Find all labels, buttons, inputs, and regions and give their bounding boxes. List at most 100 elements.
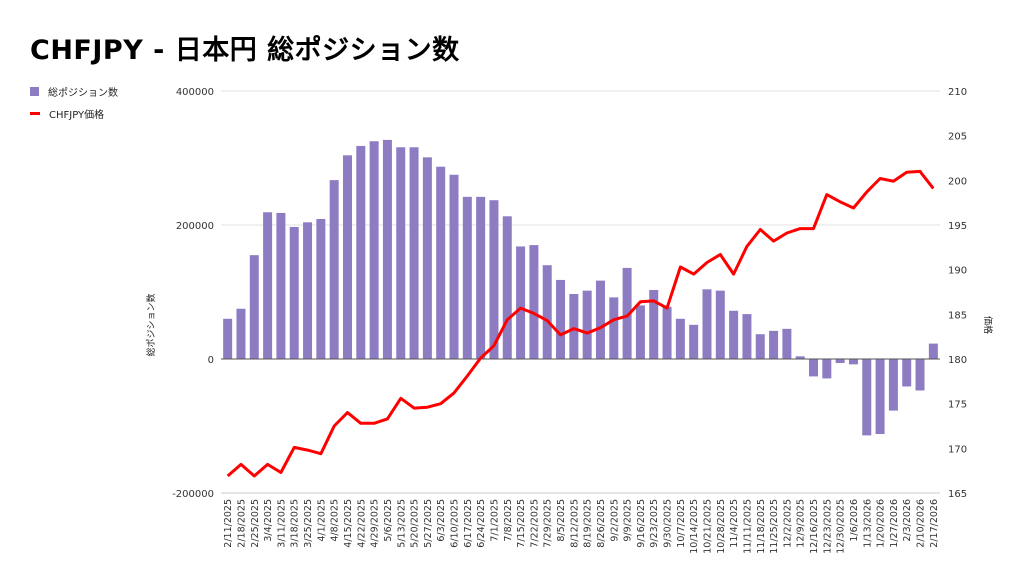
x-tick-label: 10/21/2025 (702, 499, 713, 554)
bar-9/16/2025 (635, 305, 645, 359)
bar-2/11/2025 (223, 318, 233, 359)
right-tick-label: 175 (948, 400, 967, 411)
x-tick-label: 1/27/2026 (889, 499, 900, 548)
bar-4/8/2025 (329, 180, 339, 359)
bar-2/18/2025 (236, 308, 246, 359)
right-tick-label: 180 (948, 355, 967, 366)
right-tick-label: 185 (948, 310, 967, 321)
x-tick-label: 8/19/2025 (583, 499, 594, 548)
bar-7/29/2025 (542, 265, 552, 359)
x-tick-label: 5/6/2025 (383, 499, 394, 542)
x-tick-label: 9/9/2025 (623, 499, 634, 542)
bar-2/17/2026 (928, 343, 938, 359)
bar-6/10/2025 (449, 174, 459, 359)
x-tick-label: 12/16/2025 (809, 499, 820, 554)
left-tick-label: 200000 (176, 221, 214, 232)
price-line (226, 169, 935, 478)
right-tick-label: 195 (948, 221, 967, 232)
bar-5/6/2025 (382, 139, 392, 359)
bar-12/30/2025 (835, 359, 845, 364)
bar-6/17/2025 (462, 196, 472, 359)
x-tick-label: 10/14/2025 (689, 499, 700, 554)
right-tick-label: 200 (948, 176, 967, 187)
x-tick-label: 8/12/2025 (569, 499, 580, 548)
bar-4/22/2025 (356, 145, 366, 359)
bar-10/14/2025 (689, 324, 699, 359)
x-tick-label: 2/17/2026 (929, 499, 940, 548)
bar-12/16/2025 (809, 359, 819, 377)
bar-1/27/2026 (888, 359, 898, 411)
x-tick-label: 6/17/2025 (463, 499, 474, 548)
bar-12/2/2025 (782, 328, 792, 359)
bar-2/10/2026 (915, 359, 925, 391)
bar-9/23/2025 (649, 289, 659, 359)
bar-12/9/2025 (795, 356, 805, 359)
x-tick-label: 3/18/2025 (290, 499, 301, 548)
x-tick-label: 9/23/2025 (649, 499, 660, 548)
x-tick-label: 10/7/2025 (676, 499, 687, 548)
bar-1/20/2026 (875, 359, 885, 435)
bar-7/15/2025 (516, 246, 526, 359)
x-tick-label: 3/4/2025 (263, 499, 274, 542)
x-tick-label: 6/10/2025 (450, 499, 461, 548)
x-tick-label: 5/20/2025 (410, 499, 421, 548)
right-tick-label: 205 (948, 132, 967, 143)
bar-4/15/2025 (342, 155, 352, 359)
x-tick-label: 5/13/2025 (396, 499, 407, 548)
x-tick-label: 6/3/2025 (436, 499, 447, 542)
x-tick-label: 1/6/2026 (849, 499, 860, 542)
x-tick-label: 7/8/2025 (503, 499, 514, 542)
bar-11/18/2025 (755, 334, 765, 359)
x-tick-label: 12/23/2025 (822, 499, 833, 554)
bar-10/7/2025 (675, 318, 685, 359)
x-tick-label: 4/1/2025 (316, 499, 327, 542)
x-tick-label: 11/11/2025 (742, 499, 753, 554)
right-tick-label: 170 (948, 444, 967, 455)
right-tick-label: 210 (948, 87, 967, 98)
bar-4/1/2025 (316, 218, 326, 359)
right-tick-label: 165 (948, 489, 967, 500)
x-tick-label: 5/27/2025 (423, 499, 434, 548)
legend-label-price: CHFJPY価格 (49, 110, 105, 121)
x-tick-label: 4/29/2025 (370, 499, 381, 548)
left-tick-label: 0 (208, 355, 214, 366)
x-tick-label: 7/29/2025 (543, 499, 554, 548)
bar-1/6/2026 (848, 359, 858, 365)
bar-9/2/2025 (609, 297, 619, 359)
bar-6/24/2025 (476, 196, 486, 359)
bar-10/28/2025 (715, 290, 725, 359)
bar-3/18/2025 (289, 227, 299, 359)
x-tick-label: 11/4/2025 (729, 499, 740, 548)
x-tick-label: 9/16/2025 (636, 499, 647, 548)
bar-12/23/2025 (822, 359, 832, 379)
x-tick-label: 7/1/2025 (489, 499, 500, 542)
x-tick-label: 12/2/2025 (782, 499, 793, 548)
x-tick-label: 3/11/2025 (276, 499, 287, 548)
bar-8/19/2025 (582, 290, 592, 359)
bar-5/13/2025 (396, 147, 406, 359)
x-tick-label: 9/30/2025 (663, 499, 674, 548)
bar-11/25/2025 (769, 330, 779, 359)
x-tick-label: 1/20/2026 (876, 499, 887, 548)
x-tick-label: 2/11/2025 (223, 499, 234, 548)
x-tick-label: 11/25/2025 (769, 499, 780, 554)
bar-4/29/2025 (369, 141, 379, 359)
left-tick-label: 400000 (176, 87, 214, 98)
legend-label-positions: 総ポジション数 (48, 88, 118, 99)
x-tick-label: 2/10/2026 (916, 499, 927, 548)
bar-11/4/2025 (729, 310, 739, 359)
legend-item-price: CHFJPY価格 (30, 106, 104, 121)
x-tick-label: 10/28/2025 (716, 499, 727, 554)
left-axis-title: 総ポジション数 (145, 293, 157, 356)
x-tick-label: 4/15/2025 (343, 499, 354, 548)
legend-bar-swatch (30, 87, 39, 96)
x-tick-label: 1/13/2026 (862, 499, 873, 548)
x-tick-label: 6/24/2025 (476, 499, 487, 548)
x-tick-label: 4/22/2025 (356, 499, 367, 548)
x-tick-label: 3/25/2025 (303, 499, 314, 548)
bar-8/12/2025 (569, 294, 579, 359)
bar-3/11/2025 (276, 212, 286, 359)
x-tick-label: 12/9/2025 (796, 499, 807, 548)
x-tick-label: 7/15/2025 (516, 499, 527, 548)
